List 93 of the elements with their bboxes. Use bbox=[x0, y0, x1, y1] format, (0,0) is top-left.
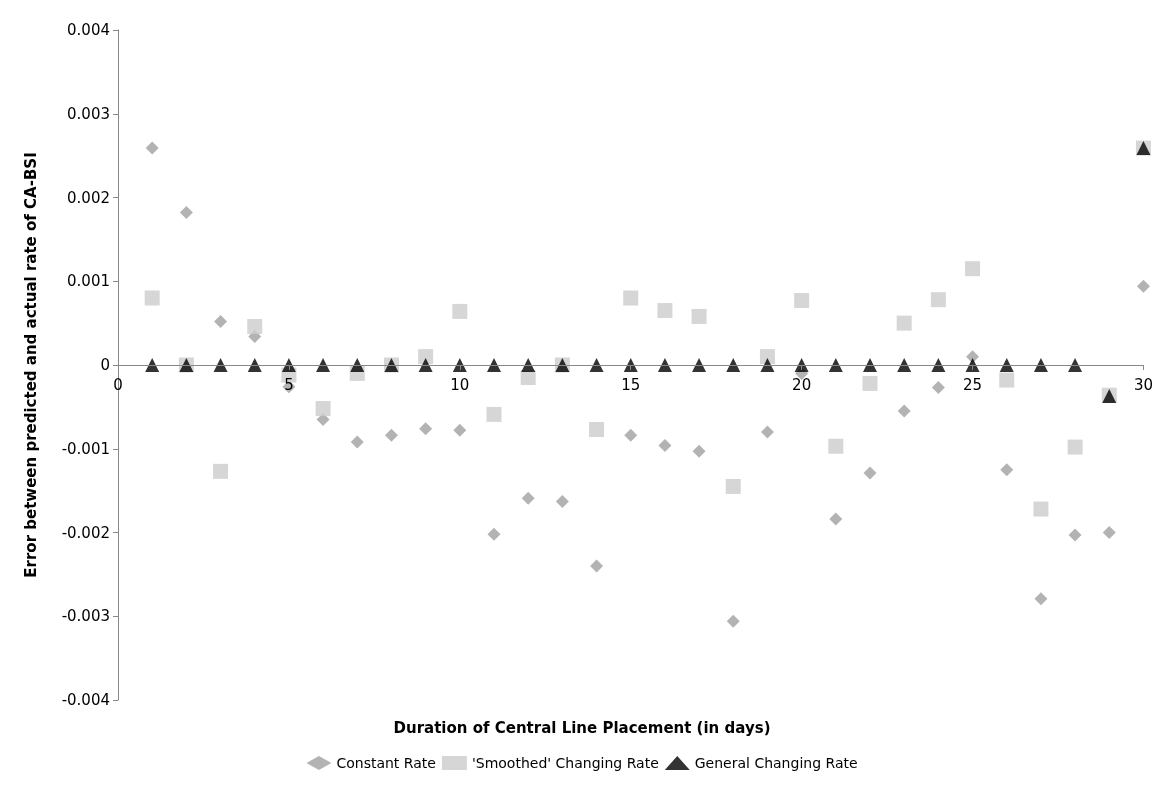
point bbox=[725, 478, 741, 494]
point bbox=[760, 425, 774, 439]
point bbox=[487, 527, 501, 541]
point bbox=[828, 358, 843, 372]
point bbox=[521, 491, 535, 505]
point bbox=[726, 358, 741, 372]
point bbox=[1067, 439, 1083, 455]
x-tick-label: 5 bbox=[284, 375, 294, 394]
point bbox=[589, 421, 605, 437]
point bbox=[862, 375, 878, 391]
x-tick-label: 10 bbox=[450, 375, 470, 394]
point bbox=[247, 358, 262, 372]
point bbox=[589, 358, 604, 372]
point bbox=[145, 358, 160, 372]
y-tick-label: -0.004 bbox=[61, 691, 110, 709]
point bbox=[657, 358, 672, 372]
point bbox=[590, 559, 604, 573]
y-axis-title: Error between predicted and actual rate of CA-BSI bbox=[21, 152, 40, 578]
point bbox=[418, 349, 434, 365]
point bbox=[521, 358, 536, 372]
point bbox=[1000, 463, 1014, 477]
point bbox=[1068, 528, 1082, 542]
x-tick-label: 25 bbox=[963, 375, 983, 394]
point bbox=[828, 438, 844, 454]
x-tick-label: 0 bbox=[113, 375, 123, 394]
point bbox=[931, 358, 946, 372]
point bbox=[350, 435, 364, 449]
point bbox=[213, 358, 228, 372]
point bbox=[452, 358, 467, 372]
point bbox=[623, 290, 639, 306]
y-tick-label: -0.003 bbox=[61, 607, 110, 626]
y-tick-label: 0.001 bbox=[67, 272, 110, 291]
point bbox=[384, 428, 398, 442]
point bbox=[452, 303, 468, 319]
point bbox=[487, 358, 501, 372]
legend-label: Constant Rate bbox=[336, 755, 436, 771]
x-tick-label: 15 bbox=[621, 375, 641, 394]
point bbox=[247, 318, 263, 334]
point bbox=[315, 401, 331, 417]
point bbox=[896, 315, 912, 331]
y-tick-label: 0.004 bbox=[67, 21, 110, 39]
point bbox=[1068, 358, 1083, 372]
point bbox=[1033, 501, 1049, 517]
point bbox=[214, 314, 228, 328]
point bbox=[281, 358, 296, 372]
legend-label: General Changing Rate bbox=[694, 755, 858, 771]
point bbox=[453, 423, 467, 437]
point bbox=[1033, 358, 1048, 372]
point bbox=[623, 358, 638, 372]
point bbox=[999, 358, 1014, 372]
point bbox=[624, 428, 638, 442]
point bbox=[726, 614, 740, 628]
point bbox=[759, 349, 775, 365]
point bbox=[144, 290, 160, 306]
point bbox=[657, 303, 673, 319]
point bbox=[897, 404, 911, 418]
point bbox=[658, 438, 672, 452]
x-tick-label: 20 bbox=[792, 375, 812, 394]
point bbox=[794, 293, 810, 309]
legend-label: 'Smoothed' Changing Rate bbox=[471, 755, 659, 771]
y-tick-label: 0.002 bbox=[67, 188, 110, 207]
point bbox=[829, 512, 843, 526]
point bbox=[999, 372, 1015, 388]
y-tick-label: 0.003 bbox=[67, 104, 110, 123]
y-tick-label: 0 bbox=[100, 356, 110, 374]
point bbox=[897, 358, 912, 372]
point bbox=[213, 463, 229, 479]
point bbox=[350, 358, 365, 372]
point bbox=[145, 141, 159, 155]
y-tick-label: -0.002 bbox=[61, 523, 110, 542]
point bbox=[863, 358, 877, 372]
point bbox=[1136, 279, 1150, 293]
point bbox=[179, 206, 193, 220]
point bbox=[1034, 592, 1048, 606]
point bbox=[760, 358, 775, 372]
point bbox=[965, 358, 980, 372]
x-tick-label: 30 bbox=[1133, 375, 1153, 394]
point bbox=[418, 358, 433, 372]
point bbox=[930, 292, 946, 308]
point bbox=[965, 261, 981, 277]
x-axis-title: Duration of Central Line Placement (in days) bbox=[393, 718, 771, 737]
point bbox=[931, 381, 945, 395]
point bbox=[316, 358, 331, 372]
point bbox=[419, 422, 433, 436]
point bbox=[863, 466, 877, 480]
point bbox=[1102, 526, 1116, 539]
point bbox=[692, 444, 706, 458]
point bbox=[486, 406, 502, 422]
point bbox=[794, 358, 809, 372]
point bbox=[555, 495, 569, 509]
y-tick-label: -0.001 bbox=[61, 439, 110, 458]
point bbox=[692, 358, 707, 372]
point bbox=[691, 308, 707, 324]
